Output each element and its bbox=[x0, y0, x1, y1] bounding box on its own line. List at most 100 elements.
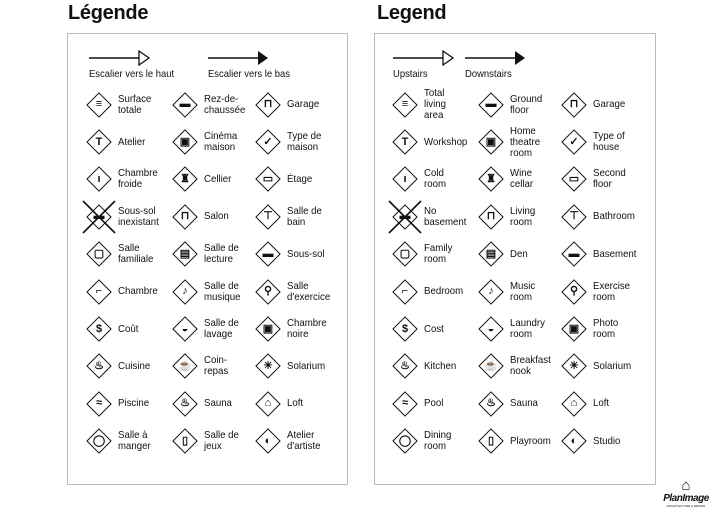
total-area-icon: ≡ bbox=[392, 91, 418, 118]
legend-item: ı Cold room bbox=[392, 161, 478, 198]
legend-item: ⊤ Salle de bain bbox=[255, 198, 338, 235]
legend-item: ♨ Sauna bbox=[172, 385, 255, 422]
downstairs-label: Downstairs bbox=[465, 68, 512, 80]
legend-item: ≡ Surface totale bbox=[86, 86, 172, 123]
legend-label: Dining room bbox=[424, 429, 452, 453]
legend-label: Kitchen bbox=[424, 359, 457, 372]
dining-icon: ◯ bbox=[392, 428, 418, 454]
legend-item: ⌂ Loft bbox=[255, 385, 338, 422]
french-legend-panel: Escalier vers le haut Escalier vers le b… bbox=[67, 33, 348, 485]
legend-label: Solarium bbox=[287, 359, 326, 372]
legend-item: ♜ Cellier bbox=[172, 161, 255, 198]
sun-icon: ☀ bbox=[561, 353, 587, 380]
checkbox-icon: ✓ bbox=[561, 129, 587, 155]
legend-label: No basement bbox=[424, 204, 467, 228]
ground-floor-icon: ▬ bbox=[478, 91, 504, 118]
playroom-icon: ▯ bbox=[478, 428, 504, 454]
legend-label: Salle familiale bbox=[118, 242, 154, 266]
laundry-icon: ◒ bbox=[478, 316, 504, 342]
legend-label: Rez-de- chaussée bbox=[204, 92, 246, 116]
garage-icon: ⊓ bbox=[561, 91, 587, 118]
kitchen-icon: ♨ bbox=[392, 353, 418, 380]
ground-floor-icon: ▬ bbox=[172, 91, 198, 118]
legend-label: Family room bbox=[424, 242, 453, 266]
book-icon: ▤ bbox=[478, 241, 504, 267]
legend-label: Exercise room bbox=[593, 279, 631, 303]
pool-icon: ≈ bbox=[392, 391, 418, 417]
palette-icon: ◐ bbox=[255, 428, 281, 454]
legend-item: ☕ Breakfast nook bbox=[478, 348, 561, 385]
legend-item: ♨ Kitchen bbox=[392, 348, 478, 385]
legend-item: ▤ Salle de lecture bbox=[172, 236, 255, 273]
legend-item: ▯ Salle de jeux bbox=[172, 423, 255, 460]
legend-label: Basement bbox=[593, 247, 637, 260]
legend-item: ⚲ Salle d'exercice bbox=[255, 273, 338, 310]
legend-label: Type de maison bbox=[287, 130, 322, 154]
loft-icon: ⌂ bbox=[255, 391, 281, 417]
legend-label: Salle de lavage bbox=[204, 317, 239, 341]
toilet-icon: ⊤ bbox=[255, 204, 281, 230]
home-theatre-icon: ▣ bbox=[478, 129, 504, 155]
legend-item: ☀ Solarium bbox=[561, 348, 644, 385]
legend-item: ◒ Salle de lavage bbox=[172, 310, 255, 347]
basement-icon: ▬ bbox=[561, 241, 587, 267]
coffee-icon: ☕ bbox=[478, 353, 504, 380]
legend-label: Second floor bbox=[593, 167, 626, 191]
legend-item: ⊓ Garage bbox=[561, 86, 644, 123]
legend-item: $ Cost bbox=[392, 310, 478, 347]
bed-icon: ⌐ bbox=[392, 278, 418, 305]
bed-icon: ⌐ bbox=[86, 278, 112, 305]
legend-label: Den bbox=[510, 247, 528, 260]
legend-label: Atelier bbox=[118, 135, 146, 148]
legend-item: ▬ Ground floor bbox=[478, 86, 561, 123]
legend-item: ı Chambre froide bbox=[86, 161, 172, 198]
legend-item: ▢ Salle familiale bbox=[86, 236, 172, 273]
sauna-icon: ♨ bbox=[478, 391, 504, 417]
french-title: Légende bbox=[68, 2, 149, 24]
downstairs-label: Escalier vers le bas bbox=[208, 68, 290, 80]
upstairs-arrow: Escalier vers le haut bbox=[89, 50, 175, 80]
legend-item: ▭ Étage bbox=[255, 161, 338, 198]
legend-item: ▣ Cinéma maison bbox=[172, 123, 255, 160]
legend-item: ▬No basement bbox=[388, 198, 478, 235]
legend-label: Music room bbox=[510, 279, 536, 303]
legend-item: ✓ Type de maison bbox=[255, 123, 338, 160]
legend-label: Salle de lecture bbox=[204, 242, 239, 266]
camera-icon: ▣ bbox=[255, 316, 281, 342]
legend-label: Home theatre room bbox=[510, 124, 541, 159]
legend-item: ♪ Music room bbox=[478, 273, 561, 310]
thermometer-icon: ı bbox=[86, 166, 112, 193]
music-icon: ♪ bbox=[172, 278, 198, 305]
upstairs-label: Escalier vers le haut bbox=[89, 68, 175, 80]
legend-item: ⌐ Chambre bbox=[86, 273, 172, 310]
legend-label: Salon bbox=[204, 210, 229, 223]
open-arrow-icon bbox=[393, 50, 455, 66]
legend-grid: ≡ Surface totale ▬ Rez-de- chaussée ⊓ Garage T… bbox=[82, 86, 338, 460]
sauna-icon: ♨ bbox=[172, 391, 198, 417]
legend-item: ≈ Pool bbox=[392, 385, 478, 422]
legend-item: ⊓ Garage bbox=[255, 86, 338, 123]
legend-item: T Atelier bbox=[86, 123, 172, 160]
legend-item: ◯ Salle à manger bbox=[86, 423, 172, 460]
legend-label: Atelier d'artiste bbox=[287, 429, 321, 453]
legend-label: Garage bbox=[593, 98, 626, 111]
music-icon: ♪ bbox=[478, 278, 504, 305]
legend-label: Photo room bbox=[593, 317, 619, 341]
legend-grid: ≡ Total living area ▬ Ground floor ⊓ Garage T W… bbox=[388, 86, 644, 460]
book-icon: ▤ bbox=[172, 241, 198, 267]
legend-item: T Workshop bbox=[392, 123, 478, 160]
legend-label: Playroom bbox=[510, 434, 551, 447]
legend-label: Sous-sol inexistant bbox=[118, 204, 159, 228]
legend-label: Cost bbox=[424, 322, 444, 335]
legend-label: Bedroom bbox=[424, 285, 464, 298]
upstairs-arrow: Upstairs bbox=[393, 50, 463, 80]
second-floor-icon: ▭ bbox=[561, 166, 587, 193]
laundry-icon: ◒ bbox=[172, 316, 198, 342]
english-legend-panel: Upstairs Downstairs ≡ Total living area ▬ G… bbox=[374, 33, 656, 485]
legend-item: ⚲ Exercise room bbox=[561, 273, 644, 310]
wine-icon: ♜ bbox=[172, 166, 198, 193]
legend-label: Studio bbox=[593, 434, 621, 447]
logo-house-icon: ⌂ bbox=[681, 477, 691, 494]
dining-icon: ◯ bbox=[86, 428, 112, 454]
legend-item: ♪ Salle de musique bbox=[172, 273, 255, 310]
